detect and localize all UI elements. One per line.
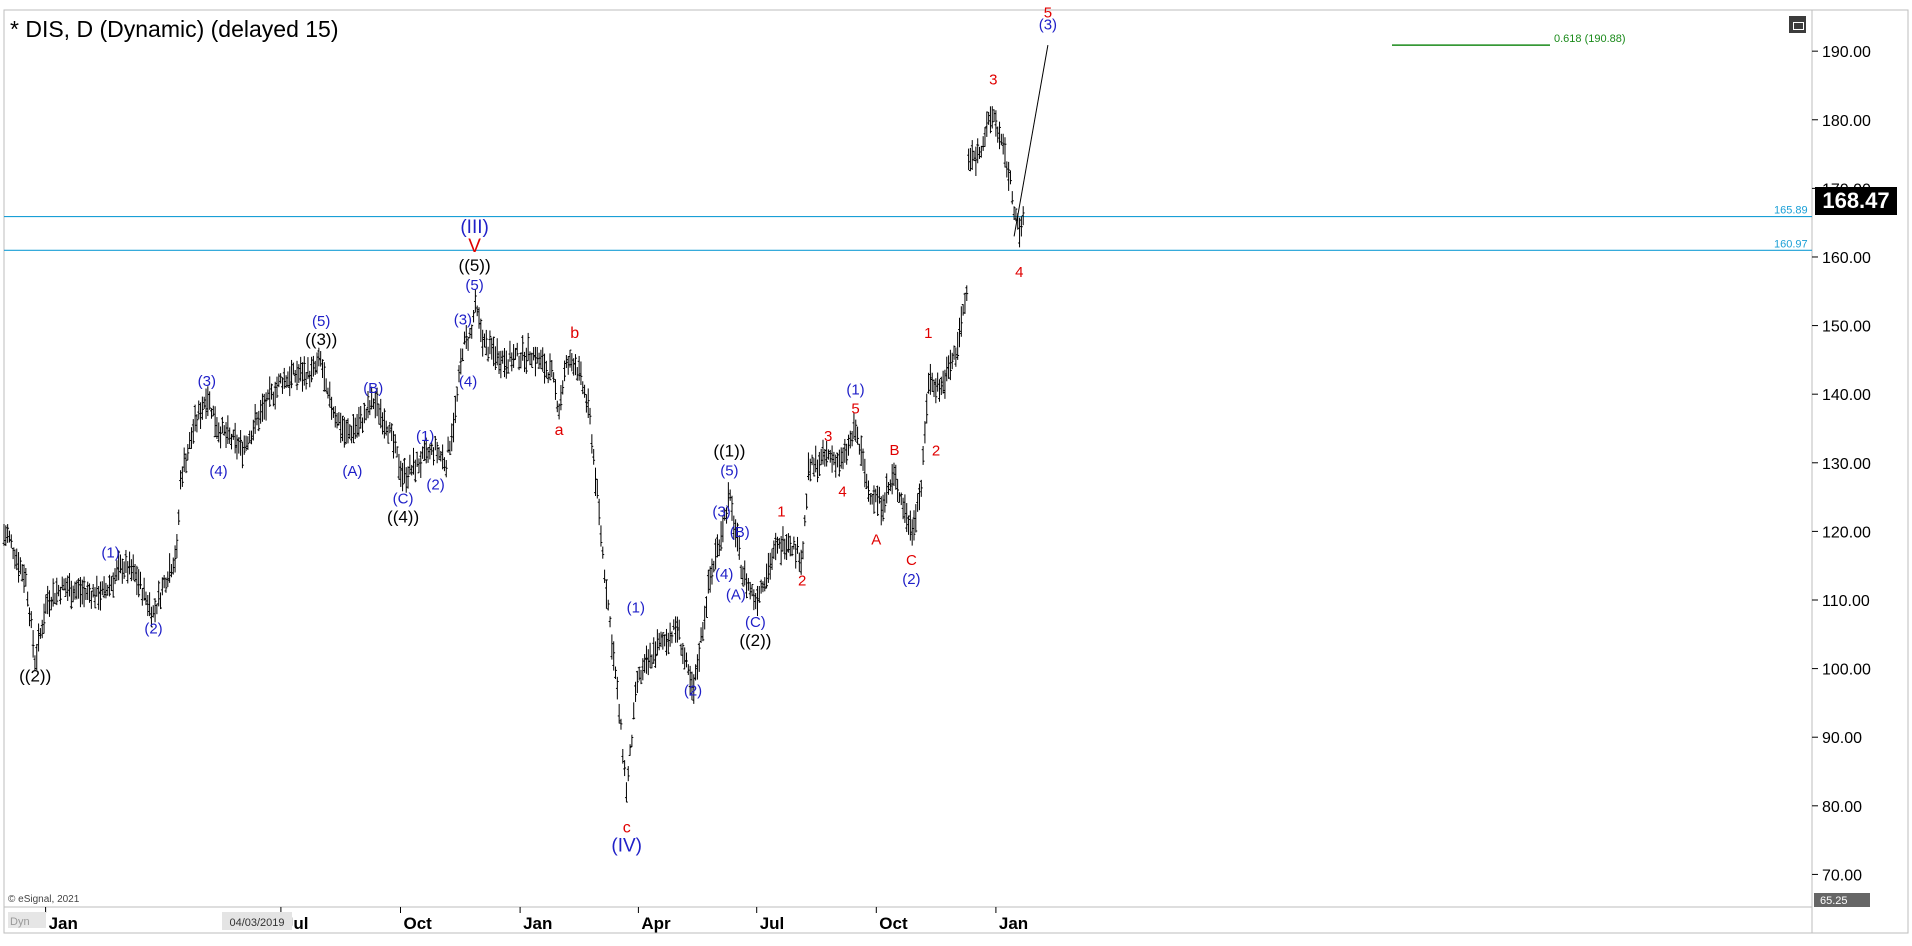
dyn-badge-box[interactable]	[8, 912, 46, 928]
wave-label: ((4))	[387, 507, 419, 526]
wave-label: 1	[777, 504, 785, 521]
bottom-value-box	[1814, 893, 1870, 907]
y-axis-panel	[1811, 9, 1909, 934]
wave-label: (A)	[342, 463, 362, 480]
x-tick-label: Jul	[760, 914, 785, 933]
y-tick-label: 90.00	[1822, 730, 1862, 747]
wave-label: (B)	[363, 380, 383, 397]
support-level-label: 160.97	[1774, 238, 1808, 250]
wave-label: a	[555, 422, 564, 439]
wave-label: (1)	[101, 545, 119, 562]
wave-label: 2	[798, 573, 806, 590]
y-tick-label: 100.00	[1822, 662, 1871, 679]
wave-label: (4)	[459, 374, 477, 391]
wave-label: (B)	[730, 524, 750, 541]
wave-label: (3)	[454, 311, 472, 328]
wave-label: c	[623, 820, 631, 837]
wave-label: ((1))	[713, 441, 745, 460]
wave-label: (4)	[715, 566, 733, 583]
wave-label: (III)	[460, 217, 489, 238]
wave-label: (1)	[627, 600, 645, 617]
last-price-badge: 168.47	[1815, 187, 1897, 215]
y-tick-label: 80.00	[1822, 799, 1862, 816]
y-tick-label: 130.00	[1822, 456, 1871, 473]
x-tick-label: Jan	[999, 914, 1028, 933]
wave-label: (2)	[902, 571, 920, 588]
y-tick-label: 180.00	[1822, 113, 1871, 130]
x-tick-label: Jan	[49, 914, 78, 933]
wave-label: (A)	[726, 586, 746, 603]
wave-label: 4	[1015, 264, 1023, 281]
wave-label: (3)	[198, 373, 216, 390]
y-tick-label: 160.00	[1822, 250, 1871, 267]
projection-path	[1013, 45, 1049, 237]
wave-label: (5)	[312, 313, 330, 330]
copyright-text: © eSignal, 2021	[8, 894, 80, 905]
wave-label: (2)	[426, 477, 444, 494]
wave-label: 2	[932, 442, 940, 459]
wave-label: B	[889, 442, 899, 459]
bottom-value: 65.25	[1820, 895, 1848, 907]
ohlc-bars	[2, 106, 1025, 803]
x-tick-label: Apr	[641, 914, 671, 933]
wave-label: ((2))	[19, 667, 51, 686]
wave-label: (1)	[416, 428, 434, 445]
wave-label: C	[906, 552, 917, 569]
wave-label: V	[468, 236, 481, 257]
maximize-icon[interactable]	[1789, 16, 1806, 33]
wave-label: (3)	[1039, 16, 1057, 33]
wave-label: (C)	[745, 614, 766, 631]
wave-label: b	[570, 325, 579, 342]
wave-label: (3)	[712, 504, 730, 521]
date-badge-box	[222, 912, 292, 930]
fib-target-label: 0.618 (190.88)	[1554, 33, 1626, 45]
x-axis-bar	[3, 906, 1813, 934]
wave-label: ((2))	[739, 631, 771, 650]
projection-line[interactable]	[1013, 45, 1049, 237]
dyn-label: Dyn	[10, 916, 30, 928]
support-level-label: 165.89	[1774, 205, 1808, 217]
wave-label: 1	[924, 325, 932, 342]
x-tick-label: Oct	[404, 914, 433, 933]
horizontal-levels[interactable]: 165.89 160.97 0.618 (190.88)	[4, 33, 1812, 251]
y-tick-label: 150.00	[1822, 319, 1871, 336]
wave-label: 3	[989, 71, 997, 88]
date-badge: 04/03/2019	[229, 917, 284, 929]
wave-label: 5	[851, 401, 859, 418]
wave-label: (5)	[465, 277, 483, 294]
wave-label: 5	[1044, 4, 1052, 21]
x-tick-label: Oct	[879, 914, 908, 933]
wave-label: (1)	[846, 382, 864, 399]
x-tick-label: Jan	[523, 914, 552, 933]
y-tick-label: 110.00	[1822, 593, 1870, 610]
wave-label: ((5))	[459, 256, 491, 275]
wave-label: (5)	[720, 462, 738, 479]
wave-label: A	[871, 532, 881, 549]
y-tick-label: 140.00	[1822, 387, 1871, 404]
wave-label: 4	[838, 484, 846, 501]
wave-label: (C)	[393, 490, 414, 507]
wave-label: (IV)	[611, 836, 642, 857]
y-tick-label: 190.00	[1822, 44, 1871, 61]
chart-title: * DIS, D (Dynamic) (delayed 15)	[10, 16, 339, 42]
wave-labels: ((2))(1)(2)(3)(4)((3))(5)(A)(B)(C)((4))(…	[19, 4, 1057, 856]
wave-label: (4)	[209, 463, 227, 480]
chart-plot-area	[3, 9, 1813, 908]
wave-label: (2)	[144, 621, 162, 638]
y-tick-label: 70.00	[1822, 867, 1862, 884]
wave-label: ((3))	[305, 330, 337, 349]
wave-label: (2)	[684, 682, 702, 699]
y-tick-label: 120.00	[1822, 524, 1871, 541]
wave-label: 3	[824, 428, 832, 445]
